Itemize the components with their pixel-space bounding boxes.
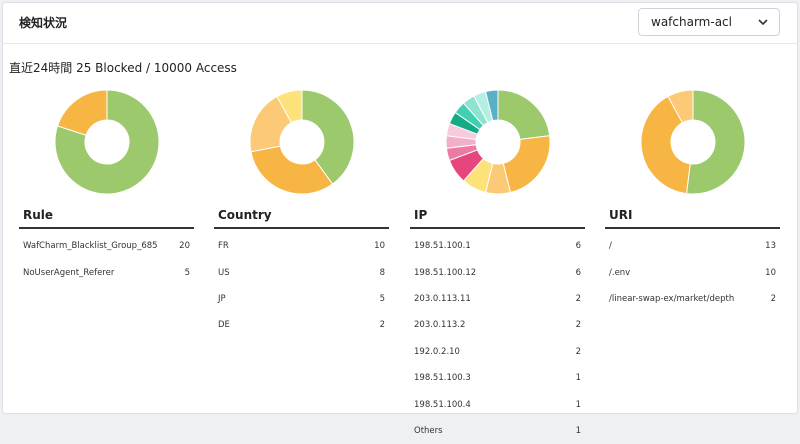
section-title: Rule — [19, 208, 194, 229]
donut-slice[interactable] — [250, 145, 334, 195]
rule-section: Rule WafCharm_Blacklist_Group_685 20 NoUser… — [19, 208, 194, 286]
row-value: 2 — [575, 346, 581, 357]
ip-section: IP 198.51.100.1 6 198.51.100.12 6 203.0.113.1… — [410, 208, 585, 444]
row-value: 5 — [379, 293, 385, 304]
row-value: 13 — [765, 241, 776, 252]
panel-header: 検知状況 wafcharm-acl — [3, 3, 797, 44]
table-row: /.env 10 — [605, 259, 780, 285]
row-label: /linear-swap-ex/market/depth — [609, 293, 735, 304]
row-label: /.env — [609, 267, 631, 278]
row-value: 1 — [575, 399, 581, 410]
donut-slice[interactable] — [276, 89, 303, 124]
row-label: 203.0.113.2 — [414, 320, 466, 331]
row-label: 192.0.2.10 — [414, 346, 460, 357]
detection-status-panel: 検知状況 wafcharm-acl 直近24時間 25 Blocked / 10… — [2, 2, 798, 436]
ip-donut-chart — [445, 89, 551, 195]
table-row: FR 10 — [214, 233, 389, 259]
row-label: DE — [218, 320, 230, 331]
donut-slice[interactable] — [484, 89, 499, 122]
country-section: Country FR 10 US 8 JP 5 DE 2 — [214, 208, 389, 339]
uri-section: URI / 13 /.env 10/linear-swap-ex/market/dept… — [605, 208, 780, 312]
table-row: 198.51.100.1 6 — [410, 233, 585, 259]
row-label: 198.51.100.4 — [414, 399, 471, 410]
donut-slice[interactable] — [502, 135, 551, 194]
table-row: DE 2 — [214, 312, 389, 338]
row-value: 10 — [374, 241, 385, 252]
row-label: Others — [414, 425, 443, 436]
table-row: 203.0.113.2 2 — [410, 312, 585, 338]
donut-slice[interactable] — [685, 89, 746, 195]
table-row: Others 1 — [410, 418, 585, 444]
table-row: / 13 — [605, 233, 780, 259]
table-row: 203.0.113.11 2 — [410, 286, 585, 312]
row-value: 6 — [575, 241, 581, 252]
uri-donut-chart — [640, 89, 746, 195]
table-row: 198.51.100.3 1 — [410, 365, 585, 391]
table-row: /linear-swap-ex/market/depth 2 — [605, 286, 780, 312]
section-title: URI — [605, 208, 780, 229]
row-value: 2 — [770, 293, 776, 304]
row-value: 2 — [575, 320, 581, 331]
donut-slice[interactable] — [497, 89, 551, 140]
acl-select-value: wafcharm-acl — [651, 15, 732, 29]
donut-slice[interactable] — [640, 95, 691, 195]
table-row: NoUserAgent_Referer 5 — [19, 259, 194, 285]
row-label: 198.51.100.3 — [414, 373, 471, 384]
donut-slice[interactable] — [56, 89, 108, 136]
row-label: 198.51.100.1 — [414, 241, 471, 252]
donut-slice[interactable] — [301, 89, 355, 185]
table-row: US 8 — [214, 259, 389, 285]
row-label: / — [609, 241, 612, 252]
row-value: 20 — [179, 241, 190, 252]
row-label: WafCharm_Blacklist_Group_685 — [23, 241, 158, 252]
table-row: 198.51.100.12 6 — [410, 259, 585, 285]
section-title: Country — [214, 208, 389, 229]
country-donut-chart — [249, 89, 355, 195]
table-row: WafCharm_Blacklist_Group_685 20 — [19, 233, 194, 259]
row-value: 1 — [575, 425, 581, 436]
table-row: JP 5 — [214, 286, 389, 312]
rule-donut-chart — [54, 89, 160, 195]
row-value: 2 — [575, 293, 581, 304]
table-row: 192.0.2.10 2 — [410, 339, 585, 365]
table-row: 198.51.100.4 1 — [410, 391, 585, 417]
chevron-down-icon — [758, 19, 768, 26]
section-title: IP — [410, 208, 585, 229]
summary-text: 直近24時間 25 Blocked / 10000 Access — [9, 61, 237, 75]
row-value: 8 — [379, 267, 385, 278]
row-value: 6 — [575, 267, 581, 278]
row-label: US — [218, 267, 230, 278]
donut-slice[interactable] — [54, 89, 160, 195]
row-label: 198.51.100.12 — [414, 267, 477, 278]
row-label: FR — [218, 241, 229, 252]
row-value: 5 — [184, 267, 190, 278]
acl-select[interactable]: wafcharm-acl — [638, 8, 780, 36]
panel-title: 検知状況 — [19, 16, 68, 30]
row-label: 203.0.113.11 — [414, 293, 471, 304]
row-label: JP — [218, 293, 226, 304]
row-value: 1 — [575, 373, 581, 384]
donut-slice[interactable] — [667, 89, 694, 124]
row-value: 2 — [379, 320, 385, 331]
row-label: NoUserAgent_Referer — [23, 267, 115, 278]
row-value: 10 — [765, 267, 776, 278]
